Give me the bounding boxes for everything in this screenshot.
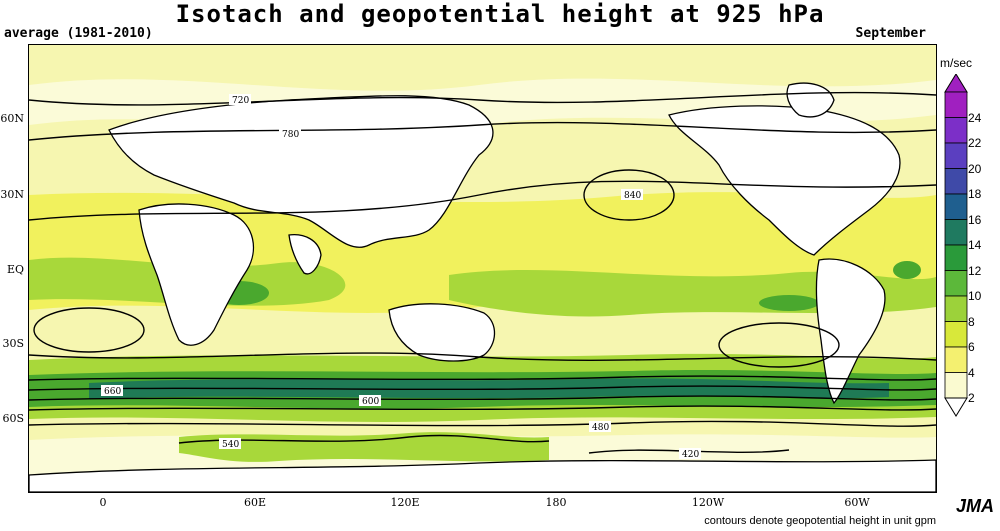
colorbar-block <box>944 117 968 144</box>
colorbar-unit: m/sec <box>940 56 973 70</box>
colorbar-tick-label: 6 <box>968 340 975 354</box>
colorbar-block <box>944 142 968 169</box>
colorbar-block <box>944 372 968 399</box>
lon-label-0: 0 <box>99 496 107 509</box>
lon-label-120w: 120W <box>691 496 725 509</box>
jma-logo: JMA <box>955 496 994 516</box>
colorbar-tick-label: 12 <box>968 263 982 278</box>
map-canvas: 720 780 840 660 600 540 480 420 <box>29 45 936 492</box>
contour-780-subtropic <box>29 180 936 221</box>
lon-label-180: 180 <box>545 496 567 509</box>
map-title: Isotach and geopotential height at 925 h… <box>175 0 825 28</box>
contour-840-spac-high <box>718 322 840 368</box>
lon-label-60w: 60W <box>844 496 870 509</box>
south-america <box>815 258 886 405</box>
map-panel: 720 780 840 660 600 540 480 420 <box>28 44 937 493</box>
contour-label-780: 780 <box>282 130 299 140</box>
africa <box>138 203 255 346</box>
lat-label-eq: EQ <box>6 263 24 276</box>
contour-480-south <box>29 420 936 427</box>
colorbar-tick-label: 14 <box>968 238 982 252</box>
colorbar-min-arrow <box>944 397 968 417</box>
contour-label-840: 840 <box>624 191 641 201</box>
field-jet-caribbean <box>893 261 921 279</box>
colorbar-tick-label: 20 <box>968 161 982 176</box>
contour-660-south <box>29 385 936 391</box>
colorbar-block <box>944 321 968 348</box>
contour-labels: 720 780 840 660 600 540 480 420 <box>101 94 701 460</box>
colorbar-block <box>944 270 968 297</box>
footer-note: contours denote geopotential height in u… <box>704 515 936 527</box>
contour-label-480: 480 <box>592 423 609 433</box>
lon-label-60e: 60E <box>243 496 267 509</box>
continents <box>29 82 936 492</box>
colorbar-tick-label: 4 <box>968 365 975 380</box>
colorbar-block <box>944 168 968 195</box>
contour-600-south <box>29 395 936 401</box>
colorbar-block <box>944 193 968 220</box>
colorbar-block <box>944 219 968 246</box>
colorbar-blocks <box>944 74 968 417</box>
contour-label-600: 600 <box>362 397 379 407</box>
field-antarctic-coastal <box>179 432 549 462</box>
colorbar-block <box>944 244 968 271</box>
contour-540-south <box>29 405 936 411</box>
field-jet-eastpacific <box>759 295 819 311</box>
colorbar-tick-label: 10 <box>968 289 982 303</box>
contour-840-satl-high <box>33 307 145 353</box>
greenland <box>786 82 835 118</box>
contour-label-660: 660 <box>104 387 121 397</box>
australia <box>388 303 496 362</box>
colorbar-block <box>944 295 968 322</box>
colorbar <box>944 74 968 417</box>
colorbar-tick-label: 16 <box>968 212 982 227</box>
contour-780-south <box>29 352 936 361</box>
contour-840-npac-high <box>583 169 675 221</box>
period-subtitle: average (1981-2010) <box>4 26 153 41</box>
lon-label-120e: 120E <box>390 496 420 509</box>
lat-label-60n: 60N <box>0 112 24 125</box>
contour-720-south <box>29 375 936 381</box>
colorbar-tick-label: 2 <box>968 391 975 405</box>
contour-780-north <box>29 121 936 141</box>
colorbar-tick-label: 18 <box>968 187 982 201</box>
india <box>288 234 322 275</box>
contour-label-540: 540 <box>222 440 239 450</box>
lat-label-30s: 30S <box>2 337 24 350</box>
height-contours <box>29 91 936 454</box>
colorbar-tick-label: 24 <box>968 110 982 125</box>
colorbar-block <box>944 346 968 373</box>
month-subtitle: September <box>855 26 926 41</box>
contour-label-720: 720 <box>232 96 249 106</box>
lat-label-30n: 30N <box>0 188 24 201</box>
colorbar-tick-label: 22 <box>968 136 982 150</box>
contour-720-north <box>29 91 936 106</box>
antarctica <box>29 459 936 492</box>
contour-label-420: 420 <box>682 450 699 460</box>
lat-label-60s: 60S <box>2 412 24 425</box>
colorbar-max-arrow <box>944 74 968 93</box>
colorbar-block <box>944 91 968 118</box>
colorbar-tick-label: 8 <box>968 314 975 329</box>
